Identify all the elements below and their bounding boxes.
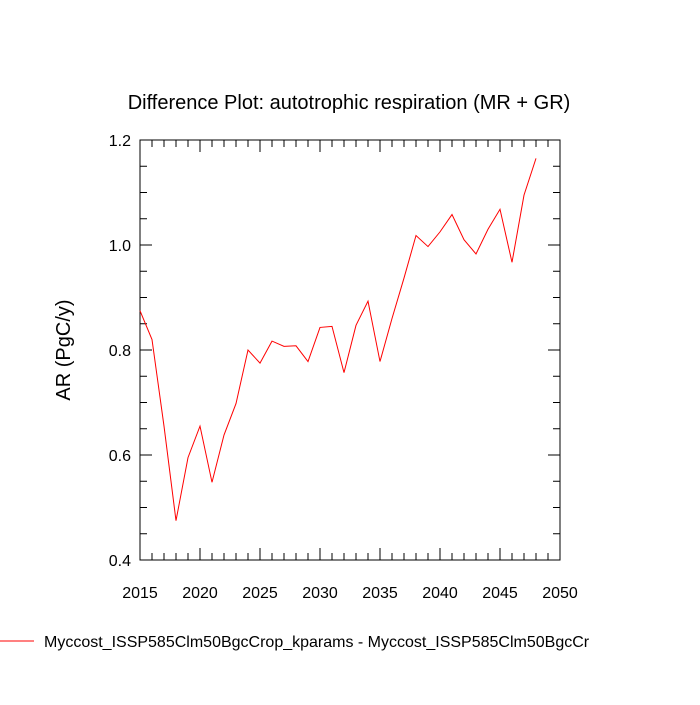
x-tick-label: 2035: [362, 585, 398, 602]
legend: Myccost_ISSP585Clm50BgcCrop_kparams - My…: [0, 634, 590, 651]
x-tick-label: 2050: [542, 585, 578, 602]
y-axis: 0.4 0.6 0.8 1.0 1.2: [109, 133, 560, 570]
chart-svg: Difference Plot: autotrophic respiration…: [0, 0, 700, 700]
x-tick-label: 2045: [482, 585, 518, 602]
x-tick-label: 2040: [422, 585, 458, 602]
y-tick-label: 1.2: [109, 133, 131, 150]
y-tick-label: 0.6: [109, 448, 131, 465]
series-line: [140, 158, 536, 520]
chart-title: Difference Plot: autotrophic respiration…: [128, 92, 571, 114]
chart: Difference Plot: autotrophic respiration…: [0, 0, 700, 700]
legend-label: Myccost_ISSP585Clm50BgcCrop_kparams - My…: [44, 634, 590, 651]
x-tick-label: 2020: [182, 585, 218, 602]
x-tick-label: 2025: [242, 585, 278, 602]
series-layer: [140, 158, 536, 520]
x-tick-label: 2015: [122, 585, 158, 602]
y-tick-label: 0.4: [109, 553, 131, 570]
y-axis-label: AR (PgC/y): [53, 299, 75, 400]
y-tick-label: 0.8: [109, 343, 131, 360]
y-tick-label: 1.0: [109, 238, 131, 255]
x-axis: 2015 2020 2025 2030 2035 2040 2045 2050: [122, 140, 578, 602]
x-tick-label: 2030: [302, 585, 338, 602]
